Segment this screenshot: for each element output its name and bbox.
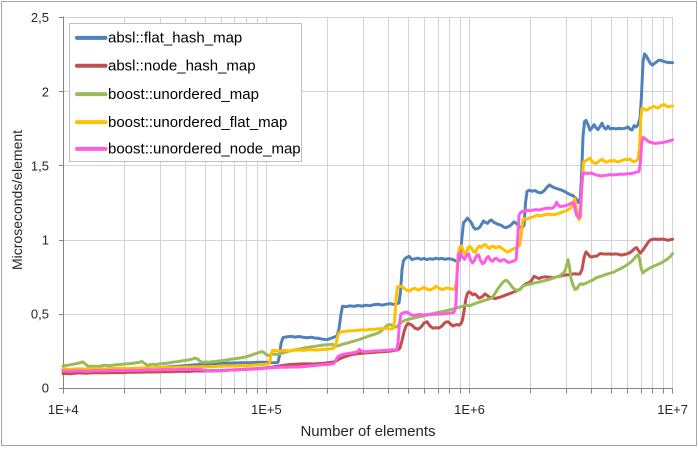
svg-text:2,5: 2,5 bbox=[31, 10, 49, 25]
svg-text:0,5: 0,5 bbox=[31, 307, 49, 322]
svg-text:absl::flat_hash_map: absl::flat_hash_map bbox=[108, 30, 242, 47]
svg-text:boost::unordered_map: boost::unordered_map bbox=[108, 86, 259, 103]
svg-text:Microseconds/element: Microseconds/element bbox=[9, 130, 25, 270]
svg-text:1E+7: 1E+7 bbox=[657, 402, 688, 417]
svg-text:1: 1 bbox=[42, 233, 49, 248]
svg-text:Number of elements: Number of elements bbox=[300, 423, 435, 440]
svg-text:1,5: 1,5 bbox=[31, 158, 49, 173]
svg-text:1E+6: 1E+6 bbox=[454, 402, 485, 417]
svg-text:boost::unordered_flat_map: boost::unordered_flat_map bbox=[108, 114, 287, 131]
svg-text:0: 0 bbox=[42, 381, 49, 396]
svg-text:absl::node_hash_map: absl::node_hash_map bbox=[108, 58, 256, 75]
svg-text:boost::unordered_node_map: boost::unordered_node_map bbox=[108, 141, 301, 158]
svg-text:1E+4: 1E+4 bbox=[48, 402, 79, 417]
svg-text:2: 2 bbox=[42, 84, 49, 99]
svg-text:1E+5: 1E+5 bbox=[251, 402, 282, 417]
